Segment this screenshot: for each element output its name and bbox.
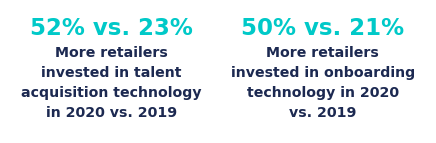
Text: 52% vs. 23%: 52% vs. 23% <box>30 17 193 40</box>
Text: 50% vs. 21%: 50% vs. 21% <box>241 17 404 40</box>
Text: More retailers
invested in talent
acquisition technology
in 2020 vs. 2019: More retailers invested in talent acquis… <box>21 46 202 120</box>
Text: More retailers
invested in onboarding
technology in 2020
vs. 2019: More retailers invested in onboarding te… <box>231 46 415 120</box>
